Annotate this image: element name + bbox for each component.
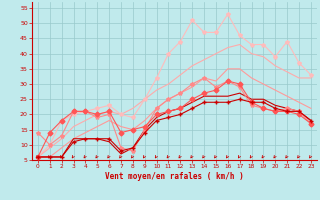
X-axis label: Vent moyen/en rafales ( km/h ): Vent moyen/en rafales ( km/h ) [105, 172, 244, 181]
